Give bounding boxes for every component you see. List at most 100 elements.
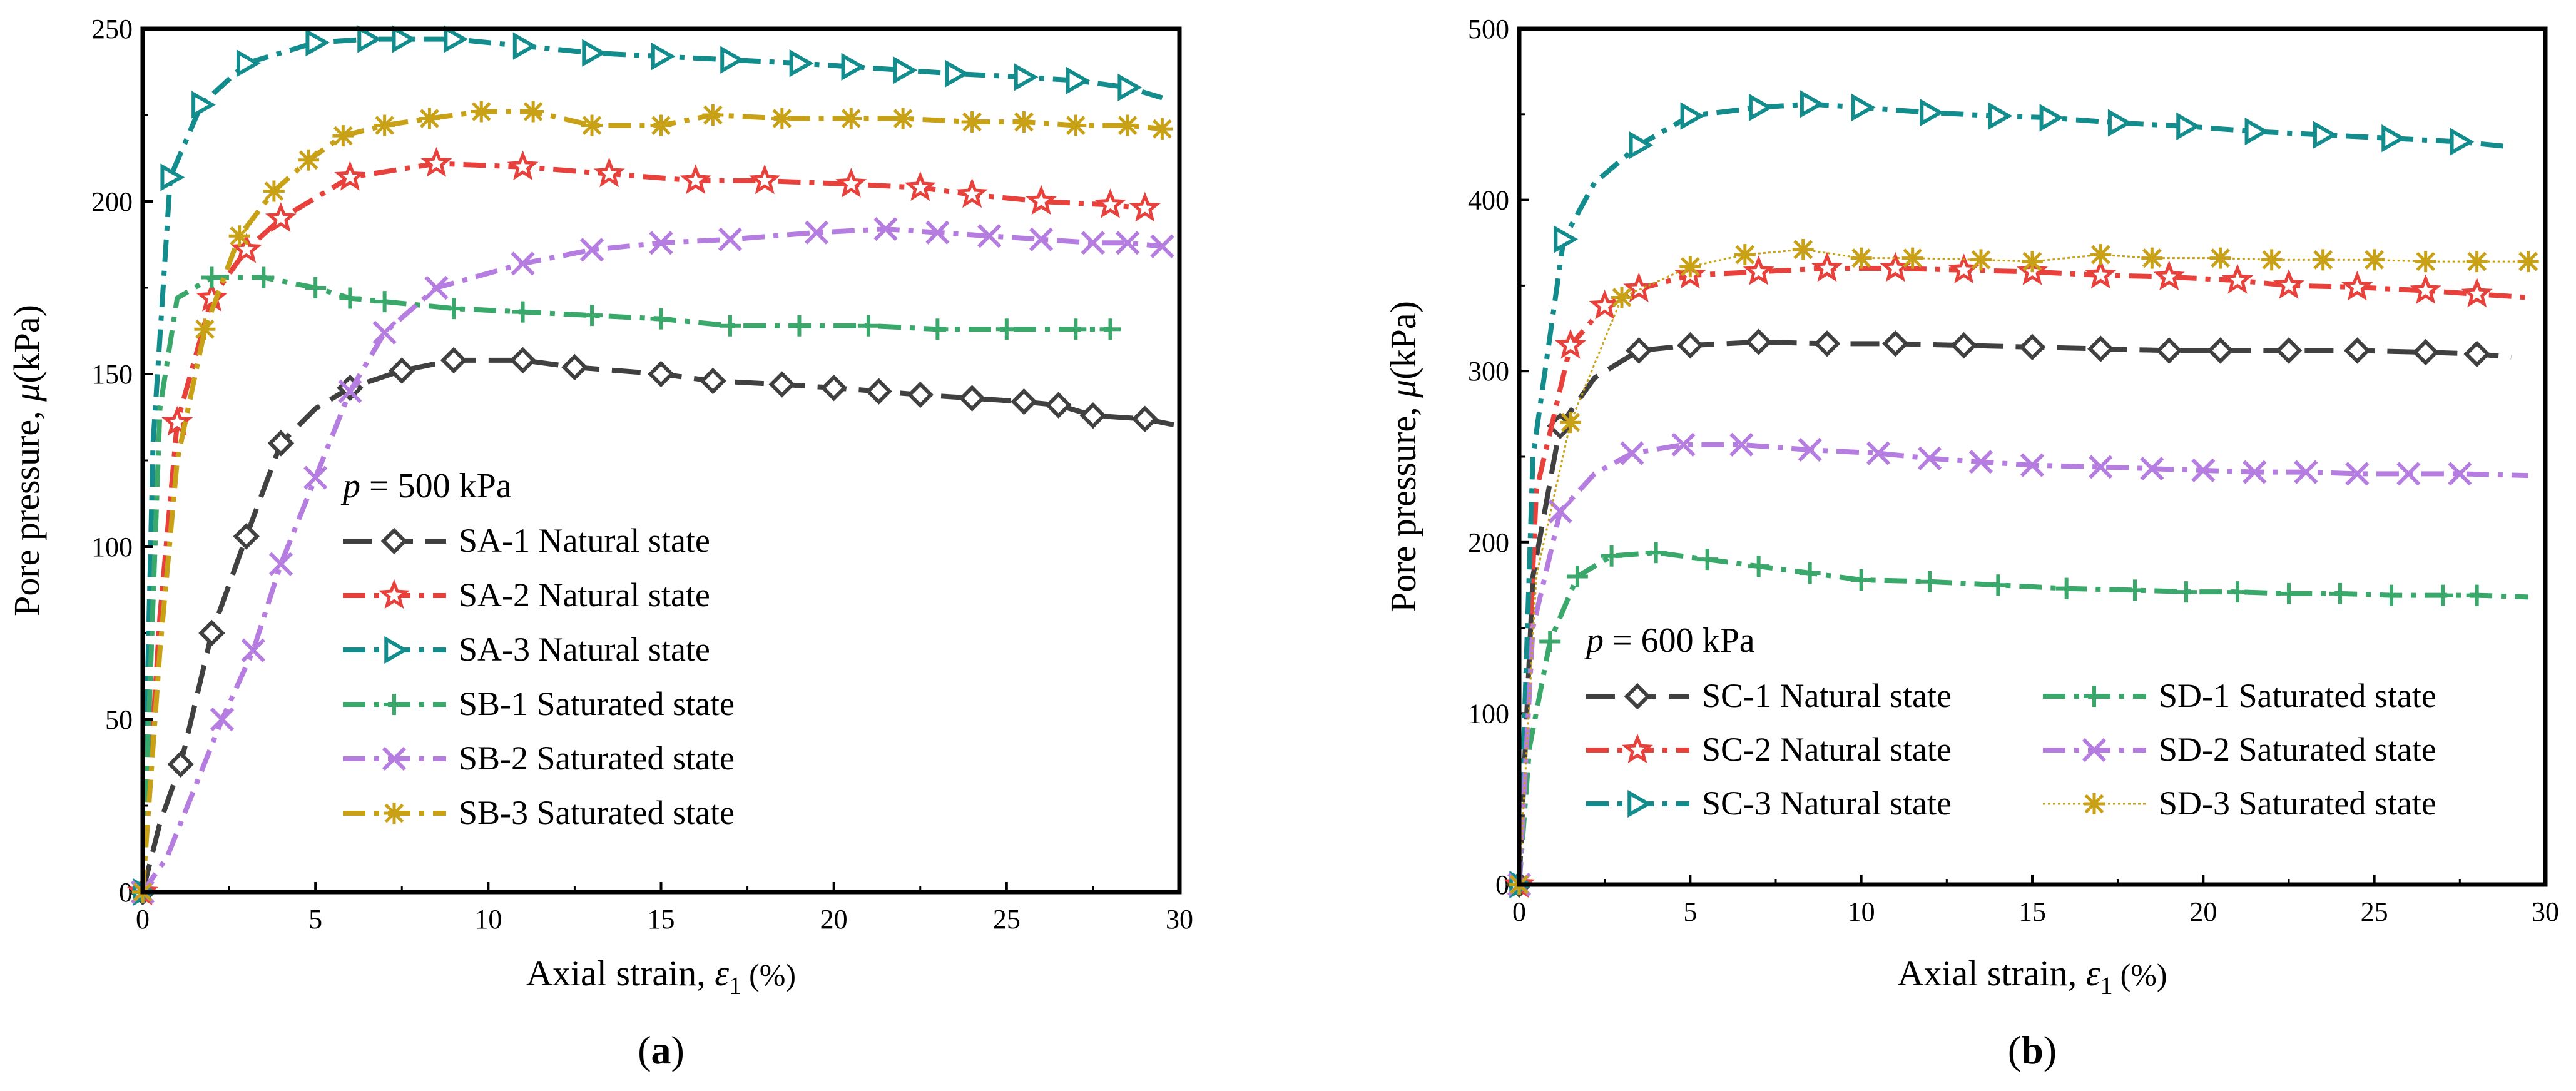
- legend-plus-icon: [2084, 686, 2105, 707]
- data-point-diamond: [1677, 332, 1704, 359]
- y-tick-label: 250: [91, 14, 133, 44]
- data-point-diamond: [2019, 333, 2046, 361]
- series-markers: [132, 266, 1121, 903]
- data-point-star: [334, 160, 366, 191]
- data-point-cross: [1917, 446, 1942, 470]
- data-point-star: [2221, 263, 2254, 294]
- data-point-diamond: [440, 347, 467, 374]
- data-point-cross: [925, 220, 950, 245]
- data-point-diamond: [1131, 405, 1159, 433]
- data-point-asterisk: [228, 225, 250, 247]
- pressure-annotation: p = 600 kPa: [1584, 621, 1755, 660]
- data-point-triangle: [1800, 90, 1825, 118]
- legend: SC-1 Natural state SC-2 Natural state SC-3…: [1586, 677, 2436, 822]
- data-point-plus: [443, 298, 465, 320]
- data-point-star: [2273, 269, 2305, 299]
- data-point-plus: [2227, 581, 2248, 603]
- data-point-triangle: [512, 32, 537, 60]
- data-point-plus: [253, 266, 275, 288]
- y-tick-label: 100: [1468, 698, 1509, 729]
- data-point-triangle: [1014, 63, 1039, 91]
- data-point-asterisk: [2363, 249, 2385, 271]
- data-point-asterisk: [374, 114, 395, 136]
- data-point-diamond: [1950, 332, 1977, 359]
- data-point-triangle: [893, 56, 918, 84]
- series-markers: [1509, 542, 2488, 895]
- panel-caption: (a): [638, 1028, 685, 1072]
- data-point-cross: [210, 707, 235, 732]
- data-point-cross: [977, 224, 1002, 248]
- legend-star-icon: [378, 579, 410, 609]
- data-point-triangle: [160, 163, 185, 191]
- legend-triangle-icon: [384, 636, 409, 664]
- x-tick-label: 0: [136, 904, 150, 935]
- data-point-asterisk: [2517, 251, 2539, 273]
- x-axis-symbol: ε: [715, 953, 729, 993]
- data-point-asterisk: [1013, 111, 1035, 133]
- data-point-asterisk: [1792, 238, 1814, 260]
- annotation-variable: p: [340, 467, 360, 505]
- x-axis-label: Axial strain, ε1 (%): [1897, 953, 2167, 1000]
- x-tick-label: 20: [2189, 896, 2217, 927]
- data-point-asterisk: [2209, 247, 2231, 269]
- y-axis-label-text: Pore pressure,: [1383, 398, 1423, 612]
- data-point-asterisk: [1117, 114, 1139, 136]
- data-point-triangle: [1066, 66, 1091, 94]
- x-axis-subscript: 1: [2100, 972, 2113, 1000]
- data-point-triangle: [1851, 93, 1876, 122]
- data-point-diamond: [865, 378, 892, 405]
- chart-panel-a: 0 5 10 15 20 25 30 0 50 100 150 200 250 p = 500 kPa SA…: [6, 14, 1193, 1072]
- data-point-cross: [511, 251, 535, 276]
- data-point-triangle: [1988, 102, 2013, 130]
- data-point-asterisk: [1734, 244, 1756, 266]
- legend-label: SC-2 Natural state: [1702, 731, 1952, 768]
- data-point-plus: [1645, 542, 1667, 564]
- data-point-diamond: [2275, 337, 2303, 364]
- legend-label: SB-2 Saturated state: [459, 739, 735, 777]
- legend-label: SD-1 Saturated state: [2159, 677, 2436, 714]
- data-point-star: [1743, 255, 1774, 285]
- annotation-value: = 500 kPa: [360, 467, 512, 505]
- data-point-asterisk: [298, 149, 320, 171]
- legend: SA-1 Natural state SA-2 Natural state SA-3…: [343, 522, 735, 831]
- data-point-diamond: [2344, 337, 2371, 364]
- data-point-star: [1094, 188, 1126, 218]
- data-point-cross: [2345, 462, 2370, 486]
- data-point-triangle: [444, 25, 469, 53]
- data-point-star: [1026, 185, 1057, 215]
- data-point-star: [1589, 289, 1621, 320]
- data-point-diamond: [2156, 337, 2182, 364]
- data-point-diamond: [820, 374, 847, 402]
- data-point-plus: [927, 318, 949, 340]
- data-point-asterisk: [2312, 249, 2334, 271]
- y-tick-label: 400: [1468, 185, 1509, 216]
- data-point-plus: [1696, 549, 1718, 571]
- data-point-diamond: [389, 357, 415, 384]
- y-axis-label-text: Pore pressure,: [6, 402, 47, 616]
- caption-letter: b: [2021, 1028, 2044, 1072]
- data-point-diamond: [2463, 340, 2490, 368]
- legend-label: SC-1 Natural state: [1702, 677, 1952, 714]
- data-point-asterisk: [2415, 251, 2436, 273]
- legend-asterisk-icon: [384, 803, 405, 824]
- data-point-cross: [1866, 441, 1891, 465]
- x-tick-label: 10: [1848, 896, 1875, 927]
- data-point-diamond: [561, 353, 588, 381]
- data-point-star: [904, 171, 936, 201]
- legend-label: SB-1 Saturated state: [459, 685, 735, 723]
- data-point-diamond: [167, 751, 194, 778]
- data-point-triangle: [789, 49, 814, 78]
- x-axis-unit: (%): [749, 957, 796, 992]
- data-point-asterisk: [1611, 287, 1632, 308]
- data-point-asterisk: [194, 318, 216, 340]
- y-axis-symbol: μ: [6, 383, 47, 402]
- data-point-cross: [804, 220, 829, 245]
- data-point-plus: [512, 301, 534, 323]
- legend-label: SD-2 Saturated state: [2159, 731, 2436, 768]
- data-point-asterisk: [650, 114, 672, 136]
- data-point-triangle: [236, 49, 261, 78]
- data-point-plus: [2278, 582, 2299, 604]
- data-point-plus: [857, 315, 879, 337]
- series-markers: [1505, 328, 2490, 898]
- series-markers: [1509, 90, 2475, 899]
